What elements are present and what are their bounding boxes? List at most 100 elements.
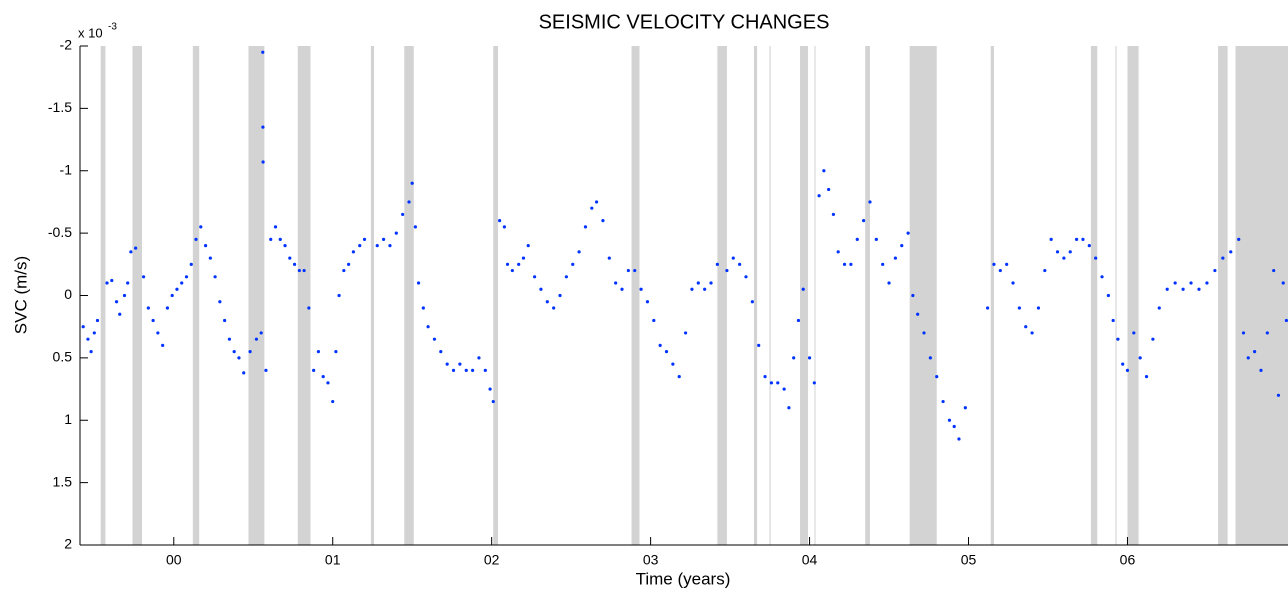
point	[887, 281, 891, 285]
point	[439, 350, 443, 354]
point	[288, 256, 292, 260]
point	[401, 212, 405, 217]
point	[671, 362, 675, 366]
point	[822, 169, 826, 173]
point	[715, 262, 719, 266]
y-scale-base: x 10	[78, 25, 103, 40]
point	[633, 268, 637, 273]
point	[683, 331, 688, 335]
point	[227, 337, 232, 341]
point	[151, 318, 155, 323]
point	[488, 387, 492, 391]
point	[792, 356, 796, 360]
point	[526, 244, 530, 248]
point	[658, 343, 662, 347]
point	[626, 268, 630, 273]
x-tick-label: 02	[484, 552, 500, 568]
point	[1132, 331, 1136, 335]
point	[1005, 262, 1009, 266]
point	[709, 281, 713, 285]
point	[900, 244, 904, 248]
y-scale-exponent: -3	[108, 22, 117, 33]
point	[862, 219, 866, 223]
point	[594, 200, 599, 204]
gap-band	[1235, 46, 1288, 545]
point	[483, 368, 487, 372]
point	[1111, 318, 1115, 323]
point	[1229, 250, 1233, 254]
gap-band	[814, 46, 816, 545]
point	[744, 275, 748, 279]
point	[269, 237, 273, 241]
point	[1272, 268, 1276, 273]
point	[394, 231, 398, 235]
point	[175, 287, 179, 291]
point	[941, 399, 945, 404]
point	[1259, 368, 1263, 372]
point	[738, 262, 742, 266]
point	[316, 350, 321, 354]
point	[827, 187, 831, 192]
point	[1265, 331, 1269, 335]
gap-band	[800, 46, 808, 545]
point	[831, 212, 836, 217]
point	[552, 306, 556, 310]
point	[292, 262, 297, 266]
point	[273, 225, 278, 229]
point	[505, 262, 510, 266]
point	[156, 331, 160, 335]
point	[105, 281, 109, 285]
point	[458, 362, 462, 366]
point	[1116, 337, 1120, 341]
gap-band	[493, 46, 499, 545]
point	[421, 306, 425, 310]
point	[998, 268, 1002, 273]
point	[906, 231, 910, 235]
point	[89, 350, 93, 354]
point	[911, 293, 915, 298]
point	[326, 381, 330, 385]
point	[893, 256, 898, 260]
x-tick-label: 01	[325, 552, 341, 568]
point	[916, 312, 920, 316]
gap-band	[753, 46, 758, 545]
point	[261, 160, 265, 164]
point	[1246, 356, 1250, 360]
gap-band	[865, 46, 870, 545]
point	[180, 281, 184, 285]
point	[407, 200, 411, 204]
point	[583, 225, 588, 229]
point	[362, 237, 367, 241]
point	[725, 268, 729, 273]
point	[1036, 306, 1041, 310]
point	[801, 287, 805, 291]
point	[477, 356, 481, 360]
y-axis-label: SVC (m/s)	[11, 256, 30, 334]
point	[351, 250, 355, 254]
point	[620, 287, 624, 291]
point	[375, 244, 379, 248]
point	[297, 268, 301, 273]
point	[184, 275, 189, 279]
y-tick-label: 2	[64, 536, 72, 552]
point	[1241, 331, 1246, 335]
point	[92, 331, 96, 335]
point	[1151, 337, 1155, 341]
point	[690, 287, 694, 291]
point	[796, 318, 801, 323]
point	[1094, 256, 1098, 260]
point	[1017, 306, 1021, 310]
point	[1125, 368, 1130, 372]
point	[639, 287, 643, 291]
point	[677, 374, 681, 379]
point	[358, 244, 362, 248]
point	[86, 337, 90, 341]
point	[807, 356, 812, 360]
point	[1144, 374, 1149, 379]
point	[614, 281, 618, 285]
point	[1253, 350, 1257, 354]
x-tick-label: 00	[166, 552, 182, 568]
y-tick-label: -0.5	[48, 224, 72, 240]
point	[464, 368, 468, 372]
gap-band	[1090, 46, 1098, 545]
